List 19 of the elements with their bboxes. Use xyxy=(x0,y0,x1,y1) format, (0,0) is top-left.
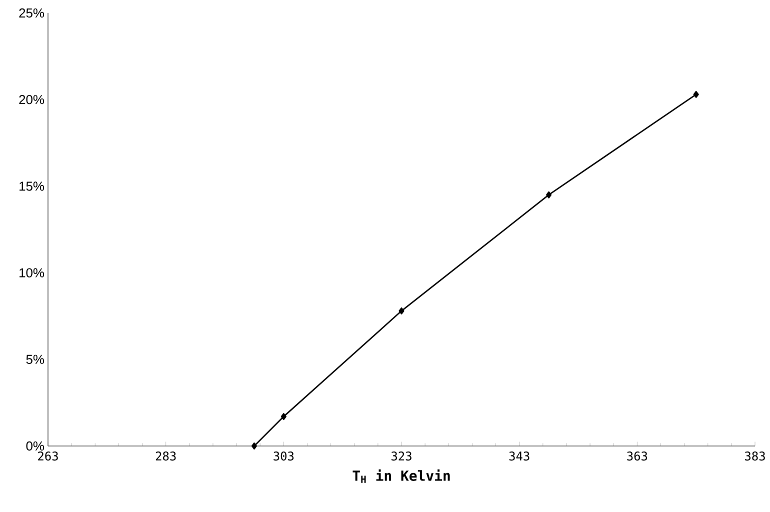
y-tick-label: 0% xyxy=(26,441,44,451)
point xyxy=(546,191,552,198)
y-tick-label: 10% xyxy=(20,268,44,278)
y-tick-label: 25% xyxy=(19,8,44,18)
point xyxy=(693,90,699,98)
x-axis-title: T$_{H}$ in Kelvin xyxy=(352,469,450,483)
x-tick-label: 363 xyxy=(627,452,648,461)
point xyxy=(280,413,286,420)
y-tick-label: 5% xyxy=(26,354,44,364)
y-tick-label: 15% xyxy=(20,182,44,191)
y-tick-label: 20% xyxy=(19,95,44,104)
x-tick-label: 283 xyxy=(156,452,176,461)
x-tick-label: 263 xyxy=(38,452,58,461)
x-tick-label: 343 xyxy=(509,452,530,461)
point xyxy=(251,442,257,450)
x-tick-label: 383 xyxy=(745,452,765,461)
x-tick-label: 323 xyxy=(392,452,412,461)
point xyxy=(398,307,404,314)
x-tick-label: 303 xyxy=(274,452,294,461)
